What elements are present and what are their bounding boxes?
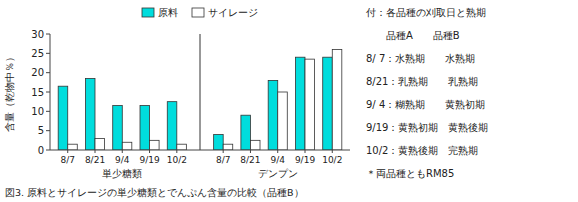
- bar: [323, 57, 333, 150]
- annotation: 8/21：乳熟期 乳熟期: [366, 76, 478, 87]
- annotation: 10/2：黄熟後期 完熟期: [366, 145, 478, 156]
- bar: [241, 115, 251, 150]
- x-tick: [67, 150, 68, 153]
- x-tick-label: 9/4: [270, 155, 285, 165]
- y-tick-label: 10: [31, 106, 44, 117]
- annotation: 9/ 4：糊熟期 黄熟初期: [366, 99, 485, 110]
- y-tick: [46, 53, 50, 54]
- x-tick: [122, 150, 123, 153]
- y-tick-label: 20: [31, 67, 44, 78]
- annotation: 品種A 品種B: [366, 30, 460, 41]
- legend-label: サイレージ: [208, 7, 258, 18]
- bar: [177, 144, 187, 150]
- y-axis-line: [50, 34, 51, 150]
- x-tick: [305, 150, 306, 153]
- y-tick: [46, 111, 50, 112]
- y-tick-label: 15: [31, 87, 44, 98]
- section-separator: [200, 34, 201, 150]
- x-tick: [332, 150, 333, 153]
- x-tick-label: 8/21: [240, 155, 260, 165]
- y-tick: [46, 72, 50, 73]
- x-tick-label: 9/19: [295, 155, 315, 165]
- bar: [113, 106, 123, 150]
- y-tick-label: 5: [38, 125, 44, 136]
- x-tick: [149, 150, 150, 153]
- bar: [150, 140, 160, 150]
- caption: 図3. 原料とサイレージの単少糖類とでんぷん含量の比較（品種B）: [5, 187, 304, 198]
- x-tick: [95, 150, 96, 153]
- bar: [95, 138, 105, 150]
- x-tick-label: 8/7: [60, 155, 74, 165]
- annotation-panel: 付：各品種の刈取日と熟期 品種A 品種B 8/ 7：水熟期 水熟期 8/21：乳熟期…: [366, 7, 488, 179]
- bar: [250, 140, 260, 150]
- y-axis-label: 含量（乾物中％）: [4, 52, 15, 132]
- y-tick-label: 0: [38, 145, 44, 156]
- bar: [332, 49, 342, 150]
- bar: [305, 59, 315, 150]
- x-tick-label: 8/21: [85, 155, 105, 165]
- chart: 051015202530含量（乾物中％）8/78/219/49/1910/28/…: [0, 0, 578, 202]
- bar: [58, 86, 68, 150]
- x-tick-label: 9/4: [115, 155, 130, 165]
- x-tick-label: 9/19: [139, 155, 159, 165]
- y-tick: [46, 150, 50, 151]
- bar: [268, 80, 278, 150]
- bar: [295, 57, 305, 150]
- x-tick-label: 10/2: [322, 155, 342, 165]
- annotation: ＊両品種ともRM85: [366, 168, 454, 179]
- y-tick: [46, 92, 50, 93]
- y-tick-label: 25: [31, 48, 44, 59]
- x-tick: [250, 150, 251, 153]
- bar: [122, 142, 132, 150]
- annotation: 付：各品種の刈取日と熟期: [366, 7, 486, 18]
- legend-swatch: [142, 8, 154, 17]
- legend: 原料 サイレージ: [142, 7, 258, 18]
- bar: [214, 135, 224, 150]
- y-tick-label: 30: [31, 29, 44, 40]
- x-tick: [176, 150, 177, 153]
- y-tick: [46, 34, 50, 35]
- bar: [223, 144, 233, 150]
- y-axis: 0 5 10 15 20 25 30: [31, 29, 50, 156]
- annotation: 9/19：黄熟初期 黄熟後期: [366, 122, 488, 133]
- x-tick-label: 8/7: [216, 155, 230, 165]
- bar: [167, 102, 177, 150]
- bar: [85, 78, 95, 150]
- legend-label: 原料: [158, 7, 178, 18]
- bar: [68, 144, 78, 150]
- x-tick: [223, 150, 224, 153]
- section-label: デンプン: [258, 168, 298, 179]
- bar: [278, 92, 288, 150]
- x-tick: [277, 150, 278, 153]
- section-label: 単少糖類: [102, 168, 142, 179]
- y-tick: [46, 130, 50, 131]
- bar: [140, 106, 150, 150]
- annotation: 8/ 7：水熟期 水熟期: [366, 53, 475, 64]
- legend-swatch: [192, 8, 204, 17]
- x-tick-label: 10/2: [167, 155, 187, 165]
- x-axis: 8/7 8/21 9/4 9/19 10/2 8/7 8/21 9/4 9/19 10/2: [50, 150, 350, 165]
